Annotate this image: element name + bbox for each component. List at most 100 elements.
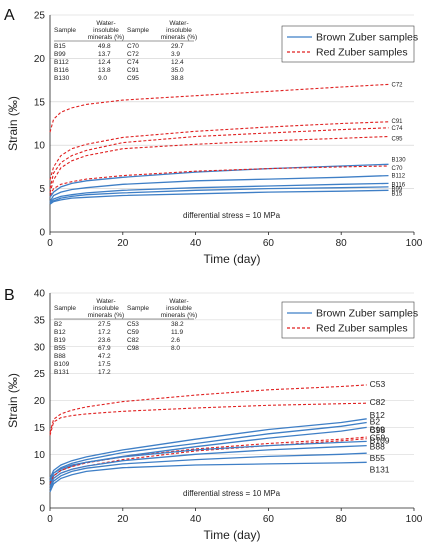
table-header: minerals (%) xyxy=(88,34,124,41)
x-tick-label: 40 xyxy=(190,238,202,249)
table-cell: 38.8 xyxy=(171,75,184,82)
table-cell: 38.2 xyxy=(171,321,184,328)
table-cell: B130 xyxy=(54,75,70,82)
table-cell: B116 xyxy=(54,67,69,74)
series-label-C82: C82 xyxy=(370,397,386,407)
table-cell: 67.9 xyxy=(98,345,111,352)
table-header: insoluble xyxy=(93,305,119,312)
table-header: Water- xyxy=(96,20,115,27)
series-label-B116: B116 xyxy=(392,182,406,188)
table-cell: C59 xyxy=(127,329,139,336)
table-cell: 3.9 xyxy=(171,51,180,58)
series-line-B2 xyxy=(49,421,367,482)
series-label-C95: C95 xyxy=(392,137,404,143)
series-line-B112 xyxy=(49,174,389,202)
legend-entry: Red Zuber samples xyxy=(316,323,408,335)
legend-box xyxy=(281,301,415,339)
table-header: minerals (%) xyxy=(161,34,197,41)
series-label-C53: C53 xyxy=(370,379,386,389)
series-label-B88: B88 xyxy=(370,442,385,452)
x-tick-label: 60 xyxy=(263,238,275,249)
series-label-B109: B109 xyxy=(370,435,390,445)
legend: Brown Zuber samples Red Zuber samples xyxy=(281,25,418,63)
series-label-C74: C74 xyxy=(392,126,404,132)
chart-panel-A: A 0 5 10 15 20 25 0 20 40 60 80 100 Time (day) Strain … xyxy=(4,7,423,266)
table-header: insoluble xyxy=(166,305,192,312)
x-tick-label: 40 xyxy=(190,514,202,525)
table-header: minerals (%) xyxy=(161,312,197,319)
legend-box xyxy=(281,25,415,63)
table-header: Sample xyxy=(54,305,76,312)
series-line-B55 xyxy=(49,452,367,490)
series-label-B15: B15 xyxy=(392,191,403,197)
table-cell: C98 xyxy=(127,345,139,352)
series-line-B15 xyxy=(49,189,389,205)
series-label-C70: C70 xyxy=(392,166,404,172)
series-label-B131: B131 xyxy=(370,464,390,474)
y-tick-label: 0 xyxy=(39,228,45,239)
y-tick-label: 25 xyxy=(34,369,46,380)
series-label-B55: B55 xyxy=(370,453,385,463)
table-cell: B88 xyxy=(54,353,66,360)
series-line-B116 xyxy=(49,182,389,203)
table-cell: B2 xyxy=(54,321,62,328)
y-tick-label: 35 xyxy=(34,315,46,326)
table-cell: 49.8 xyxy=(98,43,111,50)
table-cell: 47.2 xyxy=(98,353,111,360)
y-tick-label: 5 xyxy=(39,477,45,488)
table-header: Sample xyxy=(127,305,149,312)
x-axis-label: Time (day) xyxy=(204,252,261,266)
table-cell: B15 xyxy=(54,43,66,50)
series-line-B99 xyxy=(49,186,389,204)
x-tick-label: 60 xyxy=(263,514,275,525)
legend-entry: Brown Zuber samples xyxy=(316,308,418,320)
x-tick-label: 0 xyxy=(47,514,53,525)
table-cell: C82 xyxy=(127,337,139,344)
table-header: Water- xyxy=(96,298,115,305)
series-label-C98: C98 xyxy=(370,425,386,435)
panel-letter: B xyxy=(4,287,15,304)
series-line-B88 xyxy=(49,444,367,487)
stress-annotation: differential stress = 10 MPa xyxy=(183,489,281,498)
table-cell: 12.4 xyxy=(98,59,111,66)
table-header: Sample xyxy=(54,27,76,34)
y-tick-label: 30 xyxy=(34,342,46,353)
table-cell: 11.9 xyxy=(171,329,184,336)
series-line-B109 xyxy=(49,440,367,482)
table-cell: 9.0 xyxy=(98,75,107,82)
series-line-B19 xyxy=(49,426,367,485)
table-cell: B131 xyxy=(54,369,70,376)
y-tick-label: 0 xyxy=(39,504,45,515)
panel-letter: A xyxy=(4,7,15,24)
table-header: Water- xyxy=(169,20,188,27)
table-cell: C91 xyxy=(127,67,139,74)
y-axis-label: Strain (‰) xyxy=(6,373,20,428)
series-line-C53 xyxy=(49,384,367,433)
y-tick-label: 25 xyxy=(34,11,46,22)
series-label-B2: B2 xyxy=(370,417,381,427)
series-label-C91: C91 xyxy=(392,119,404,125)
y-axis-label: Strain (‰) xyxy=(6,96,20,151)
x-tick-label: 20 xyxy=(117,514,129,525)
x-tick-label: 80 xyxy=(336,514,348,525)
x-tick-label: 100 xyxy=(406,238,423,249)
y-tick-label: 15 xyxy=(34,423,46,434)
table-cell: 17.2 xyxy=(98,329,111,336)
y-tick-label: 10 xyxy=(34,450,46,461)
series-label-B99: B99 xyxy=(392,187,403,193)
table-cell: 8.0 xyxy=(171,345,180,352)
chart-panel-B: B 0 5 10 15 20 25 30 35 40 0 20 40 60 80 100 Time (day) S… xyxy=(4,287,423,542)
table-cell: C70 xyxy=(127,43,139,50)
series-line-C82 xyxy=(49,402,367,436)
table-cell: B19 xyxy=(54,337,66,344)
y-tick-label: 5 xyxy=(39,184,45,195)
legend: Brown Zuber samples Red Zuber samples xyxy=(281,301,418,339)
series-label-B112: B112 xyxy=(392,174,406,180)
table-cell: C53 xyxy=(127,321,139,328)
x-tick-label: 80 xyxy=(336,238,348,249)
table-header: Sample xyxy=(127,27,149,34)
series-line-C70 xyxy=(49,165,389,196)
